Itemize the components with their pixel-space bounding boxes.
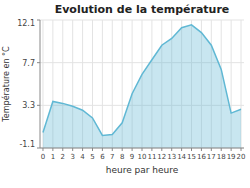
grid-line [102,20,103,148]
y-tick-label: 12.1 [17,19,35,28]
title: Evolution de la température [55,3,230,16]
y-tick [37,105,40,106]
x-tick [161,148,162,151]
line [43,25,241,136]
y-axis-line [40,20,41,148]
x-tick-label: 5 [90,153,94,161]
x-tick [62,148,63,151]
y-tick-label: 3.3 [22,101,35,110]
x-tick-label: 2 [61,153,65,161]
x-tick [142,148,143,151]
grid-line [42,20,43,148]
x-tick [181,148,182,151]
x-tick [102,148,103,151]
x-tick [211,148,212,151]
y-tick-label: 7.7 [22,59,35,68]
x-tick-label: 14 [177,153,186,161]
x-tick-label: 9 [130,153,134,161]
x-tick [221,148,222,151]
x-axis-label: heure par heure [106,165,179,175]
x-tick-label: 1 [51,153,55,161]
x-tick-label: 10 [138,153,147,161]
area [43,25,241,148]
x-tick-label: 20 [237,153,246,161]
x-tick-label: 0 [41,153,45,161]
x-tick [201,148,202,151]
y-tick [37,62,40,63]
x-tick-label: 12 [157,153,166,161]
x-tick-label: 7 [110,153,114,161]
x-tick [171,148,172,151]
x-tick [122,148,123,151]
x-tick-label: 13 [167,153,176,161]
y-tick-label: -1.1 [19,140,35,149]
x-tick [132,148,133,151]
grid [40,20,244,148]
x-tick-label: 17 [207,153,216,161]
x-tick-label: 19 [227,153,236,161]
x-tick [72,148,73,151]
plot-area [43,25,241,148]
y-tick [37,148,40,149]
x-tick-label: 15 [187,153,196,161]
x-tick [82,148,83,151]
x-tick-label: 11 [147,153,156,161]
x-tick [112,148,113,151]
x-tick [191,148,192,151]
x-tick [231,148,232,151]
x-tick [42,148,43,151]
x-tick [92,148,93,151]
x-tick-label: 4 [80,153,85,161]
x-tick-label: 16 [197,153,206,161]
x-tick [241,148,242,151]
x-tick-label: 3 [70,153,74,161]
x-tick-label: 18 [217,153,226,161]
grid-line [112,20,113,148]
x-tick [151,148,152,151]
x-tick-label: 6 [100,153,105,161]
x-tick-label: 8 [120,153,124,161]
axes: -1.13.37.712.101234567891011121314151617… [17,19,245,161]
x-tick [52,148,53,151]
y-tick [37,20,40,21]
y-axis-label: Température en °C [1,46,11,123]
chart: -1.13.37.712.101234567891011121314151617… [0,0,250,188]
